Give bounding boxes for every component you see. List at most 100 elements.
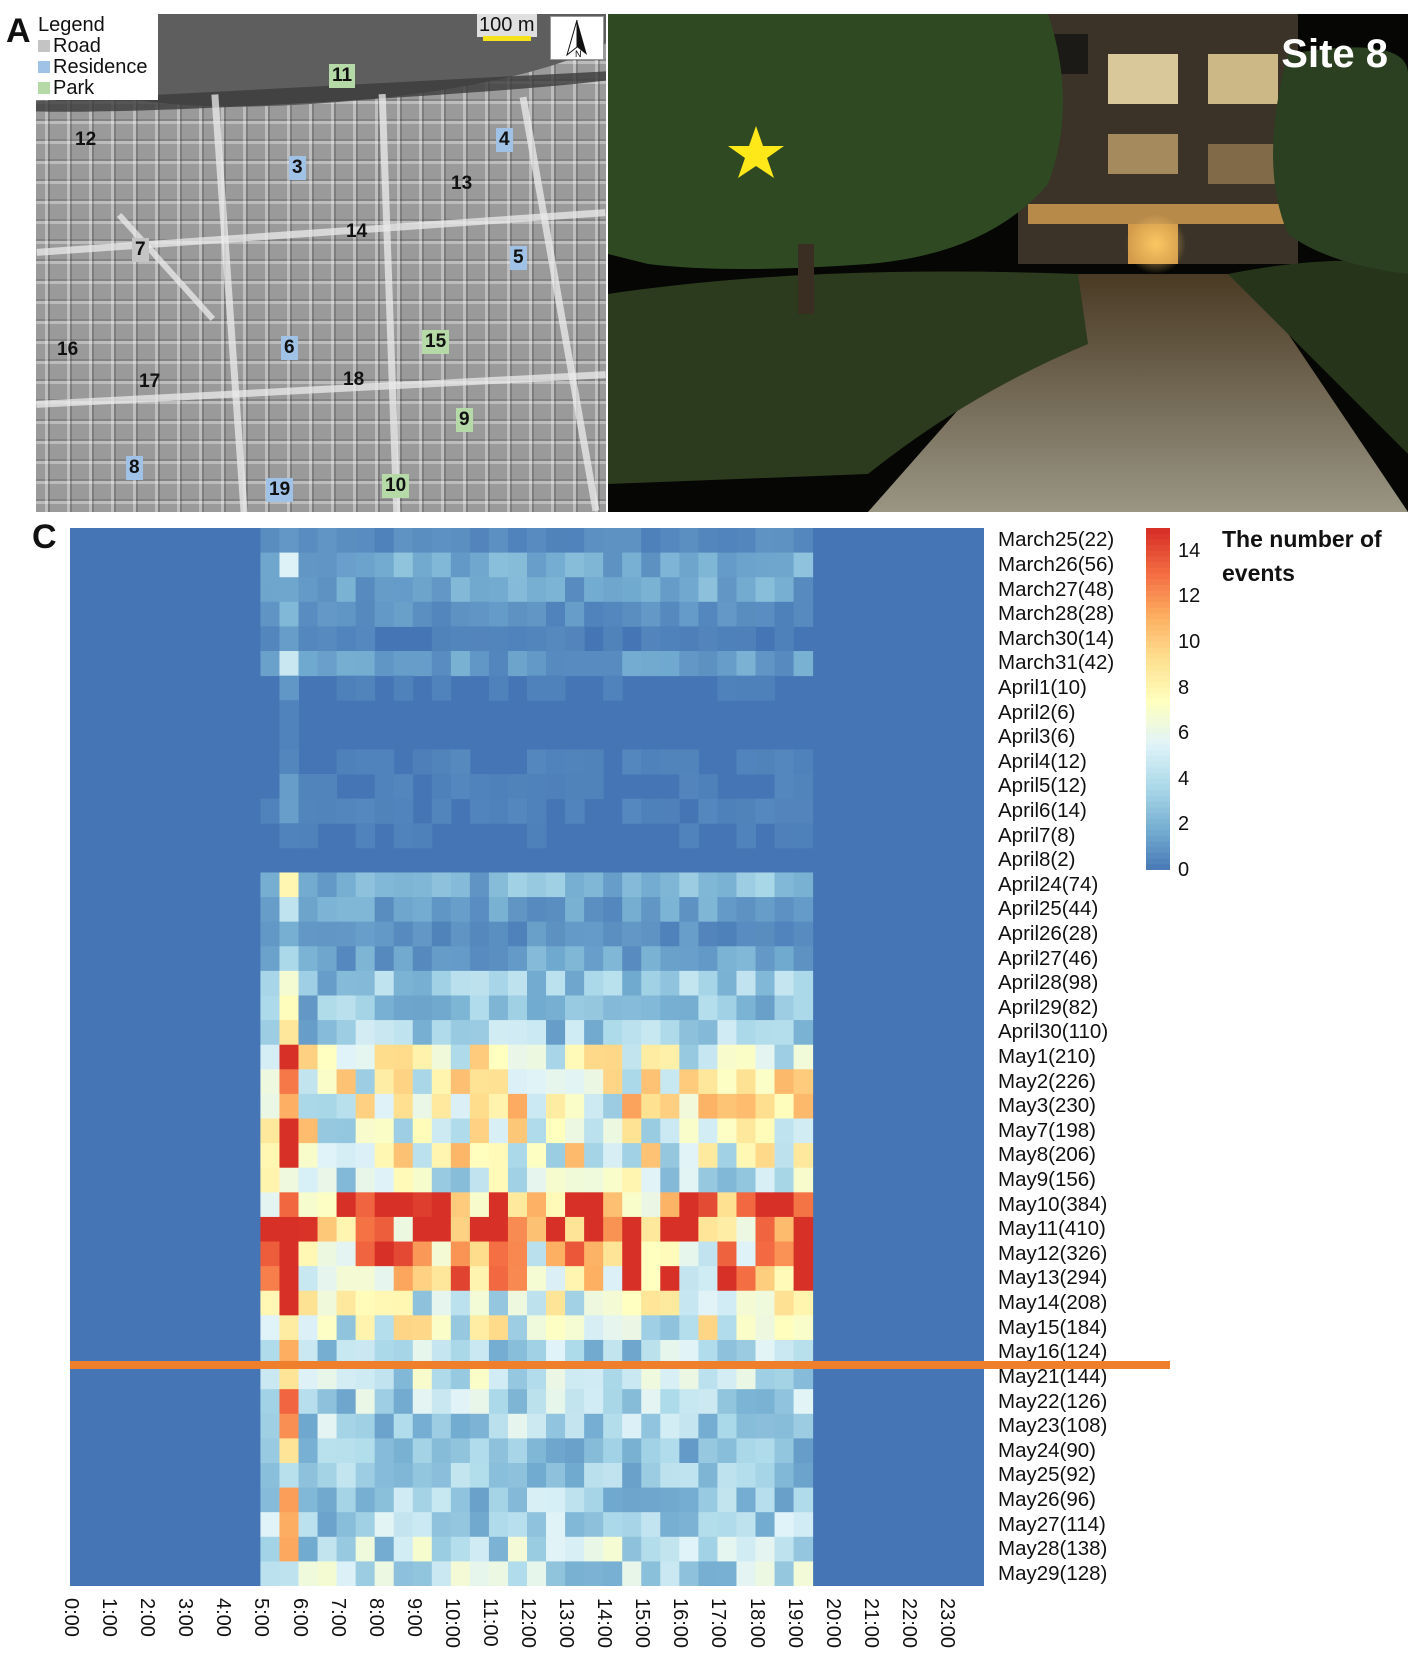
heatmap-cell — [641, 1118, 661, 1144]
heatmap-cell — [546, 1118, 566, 1144]
heatmap-cell — [374, 1536, 395, 1562]
heatmap-cell — [450, 1167, 471, 1193]
heatmap-cell — [260, 1364, 280, 1390]
heatmap-cell — [355, 1192, 376, 1218]
heatmap-cell — [393, 601, 414, 627]
heatmap-cell — [660, 970, 680, 996]
heatmap-cell — [279, 724, 299, 750]
heatmap-cell — [469, 552, 490, 578]
heatmap-cell — [641, 626, 661, 652]
heatmap-cell — [679, 823, 699, 849]
heatmap-cell — [336, 1438, 357, 1464]
heatmap-cell — [279, 1167, 299, 1193]
heatmap-cell — [298, 1241, 319, 1267]
heatmap-cell — [774, 601, 795, 627]
heatmap-cell — [317, 528, 338, 554]
site-marker: 17 — [139, 371, 161, 392]
site-marker: 15 — [422, 330, 450, 354]
heatmap-cell — [488, 1339, 509, 1366]
heatmap-cell — [374, 1241, 395, 1267]
site-label: Site 8 — [1281, 32, 1388, 76]
heatmap-cell — [660, 872, 680, 898]
road-segment — [211, 94, 248, 512]
colorbar-segment — [1146, 562, 1170, 569]
heatmap-cell — [450, 970, 471, 996]
heatmap-cell — [298, 897, 319, 923]
heatmap-cell — [279, 577, 299, 603]
heatmap-cell — [584, 946, 604, 972]
heatmap-cell — [641, 872, 661, 898]
heatmap-cell — [774, 1290, 795, 1316]
heatmap-cell — [412, 1536, 433, 1562]
heatmap-cell — [469, 1118, 490, 1144]
heatmap-cell — [298, 1512, 319, 1538]
heatmap-cell — [584, 651, 604, 677]
heatmap-cell — [488, 1364, 509, 1390]
heatmap-cell — [584, 1093, 604, 1120]
heatmap-cell — [412, 552, 433, 578]
row-label: April1(10) — [998, 675, 1087, 699]
heatmap-cell — [660, 1413, 680, 1439]
heatmap-cell — [679, 921, 699, 947]
heatmap-cell — [298, 1192, 319, 1218]
heatmap-cell — [584, 1462, 604, 1489]
heatmap-cell — [298, 1339, 319, 1366]
heatmap-cell — [393, 798, 414, 824]
heatmap-cell — [317, 872, 338, 898]
heatmap-cell — [298, 651, 319, 677]
row-label: April5(12) — [998, 774, 1087, 798]
x-tick-label: 5:00 — [250, 1598, 273, 1637]
heatmap-cell — [660, 651, 680, 677]
heatmap-cell — [774, 1364, 795, 1390]
heatmap-cell — [488, 1118, 509, 1144]
heatmap-cell — [774, 1216, 795, 1243]
heatmap-cell — [507, 528, 528, 554]
heatmap-plot-area — [70, 528, 984, 1586]
heatmap-cell — [755, 970, 776, 996]
colorbar-segment — [1146, 533, 1170, 540]
heatmap-cell — [603, 921, 623, 947]
heatmap-cell — [336, 626, 357, 652]
row-label: May13(294) — [998, 1266, 1108, 1290]
heatmap-cell — [488, 1020, 509, 1046]
heatmap-cell — [355, 798, 376, 824]
legend-item-park: Park — [38, 78, 158, 99]
colorbar-tick-label: 0 — [1178, 859, 1190, 881]
heatmap-cell — [507, 1290, 528, 1316]
heatmap-cell — [736, 1044, 756, 1070]
x-tick-label: 12:00 — [517, 1598, 539, 1649]
colorbar-segment — [1146, 784, 1170, 791]
heatmap-cell — [736, 970, 756, 996]
heatmap-cell — [298, 1118, 319, 1144]
heatmap-cell — [393, 577, 414, 603]
heatmap-cell — [374, 651, 395, 677]
heatmap-cell — [412, 1512, 433, 1538]
heatmap-cell — [450, 1315, 471, 1341]
colorbar-segment — [1146, 835, 1170, 843]
heatmap-cell — [393, 897, 414, 923]
heatmap-cell — [755, 552, 776, 578]
heatmap-cell — [412, 1192, 433, 1218]
heatmap-cell — [603, 1512, 623, 1538]
heatmap-cell — [717, 1118, 737, 1144]
heatmap-cell — [774, 897, 795, 923]
colorbar-segment — [1146, 807, 1170, 814]
heatmap-cell — [279, 1536, 299, 1562]
colorbar — [1146, 528, 1170, 870]
heatmap-cell — [546, 1143, 566, 1169]
heatmap-cell — [527, 1512, 547, 1538]
heatmap-cell — [374, 1438, 395, 1464]
heatmap-cell — [279, 749, 299, 775]
heatmap-cell — [527, 601, 547, 627]
heatmap-cell — [412, 749, 433, 775]
heatmap-cell — [660, 1093, 680, 1120]
colorbar-segment — [1146, 858, 1170, 865]
heatmap-cell — [260, 1020, 280, 1046]
heatmap-cell — [527, 774, 547, 800]
heatmap-cell — [546, 1487, 566, 1513]
heatmap-cell — [736, 1290, 756, 1316]
colorbar-segment — [1146, 670, 1170, 677]
site-marker: 11 — [329, 64, 356, 88]
heatmap-cell — [736, 1364, 756, 1390]
heatmap-cell — [546, 1389, 566, 1415]
